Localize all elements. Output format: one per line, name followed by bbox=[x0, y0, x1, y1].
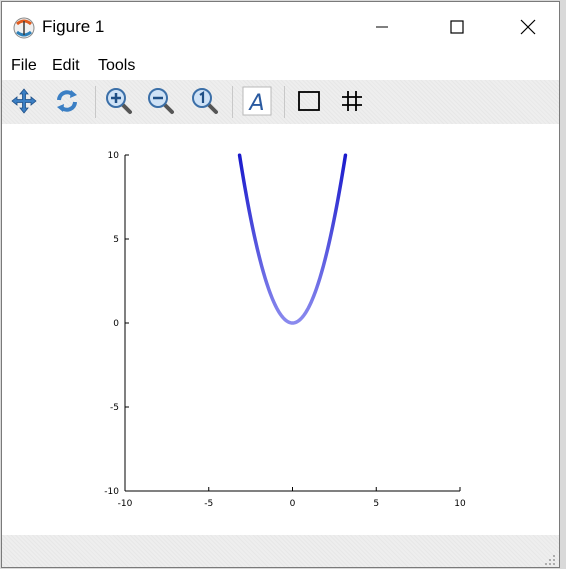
box-icon bbox=[298, 91, 320, 111]
minimize-icon bbox=[376, 26, 388, 28]
close-icon bbox=[520, 19, 536, 35]
menu-edit[interactable]: Edit bbox=[52, 57, 80, 74]
window-title: Figure 1 bbox=[42, 17, 105, 36]
box-button[interactable] bbox=[294, 86, 324, 116]
zoom-in-icon bbox=[106, 88, 132, 114]
text-icon: A bbox=[242, 86, 272, 116]
text-button[interactable]: A bbox=[242, 86, 272, 116]
toolbar-separator bbox=[232, 86, 233, 118]
reset-zoom-icon bbox=[192, 88, 218, 114]
chart: 10 5 0 -5 -10 -10 -5 0 5 10 bbox=[104, 151, 466, 509]
title-bar[interactable]: Figure 1 bbox=[2, 2, 559, 52]
grid-button[interactable] bbox=[337, 86, 367, 116]
x-tick-label: 0 bbox=[290, 499, 296, 509]
rotate-icon bbox=[57, 90, 77, 112]
minimize-button[interactable] bbox=[359, 10, 405, 44]
close-button[interactable] bbox=[505, 10, 551, 44]
rotate-button[interactable] bbox=[52, 86, 82, 116]
x-ticks: -10 -5 0 5 10 bbox=[118, 487, 466, 509]
y-tick-label: -5 bbox=[110, 403, 119, 413]
parabola-line bbox=[237, 153, 348, 325]
pan-icon bbox=[11, 88, 37, 114]
y-tick-label: 0 bbox=[113, 319, 119, 329]
menu-file[interactable]: File bbox=[11, 57, 37, 74]
grid-icon bbox=[342, 91, 362, 111]
y-ticks: 10 5 0 -5 -10 bbox=[104, 151, 129, 497]
zoom-in-button[interactable] bbox=[104, 86, 134, 116]
maximize-button[interactable] bbox=[434, 10, 480, 44]
status-bar bbox=[2, 535, 559, 567]
y-tick-label: -10 bbox=[104, 487, 119, 497]
menu-bar: File Edit Tools bbox=[2, 54, 559, 80]
svg-text:A: A bbox=[247, 91, 264, 116]
x-tick-label: 10 bbox=[454, 499, 466, 509]
octave-icon bbox=[13, 17, 35, 39]
menu-tools[interactable]: Tools bbox=[98, 57, 136, 74]
toolbar: A bbox=[2, 80, 559, 124]
toolbar-separator bbox=[284, 86, 285, 118]
x-tick-label: 5 bbox=[373, 499, 379, 509]
zoom-out-icon bbox=[148, 88, 174, 114]
pan-button[interactable] bbox=[9, 86, 39, 116]
maximize-icon bbox=[450, 20, 464, 34]
zoom-out-button[interactable] bbox=[146, 86, 176, 116]
plot-area[interactable]: 10 5 0 -5 -10 -10 -5 0 5 10 bbox=[2, 124, 559, 535]
y-tick-label: 10 bbox=[108, 151, 120, 161]
toolbar-separator bbox=[95, 86, 96, 118]
resize-grip-icon[interactable] bbox=[544, 554, 556, 566]
reset-zoom-button[interactable] bbox=[190, 86, 220, 116]
x-tick-label: -5 bbox=[204, 499, 213, 509]
x-tick-label: -10 bbox=[118, 499, 133, 509]
y-tick-label: 5 bbox=[113, 235, 119, 245]
